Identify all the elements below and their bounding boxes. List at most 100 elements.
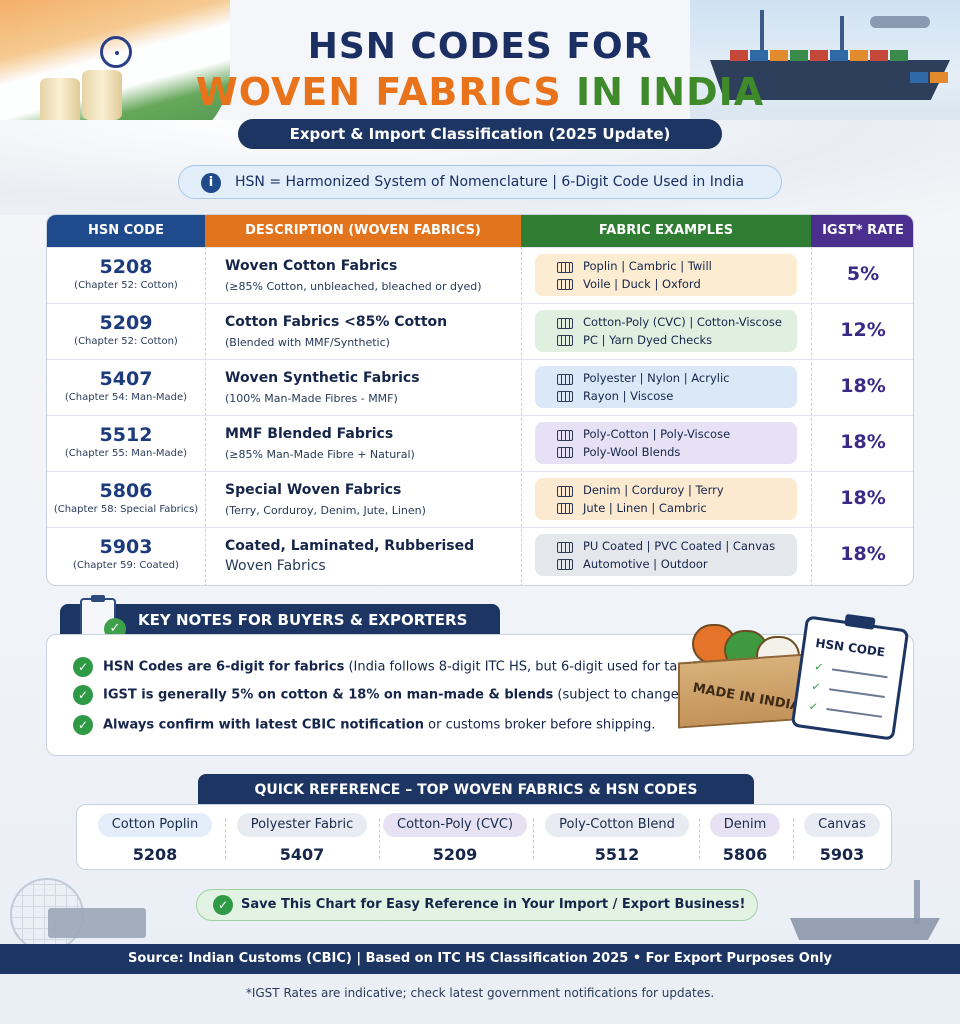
examples-box: PU Coated | PVC Coated | Canvas Automoti… — [535, 534, 797, 576]
note-rest: (subject to change) — [553, 687, 684, 703]
quick-item-code: 5903 — [819, 845, 865, 864]
note-rest: or customs broker before shipping. — [424, 717, 656, 733]
examples-box: Poplin | Cambric | Twill Voile | Duck | … — [535, 254, 797, 296]
hsn-code: 5407 — [99, 368, 153, 390]
description-title: Cotton Fabrics <85% Cotton — [225, 314, 448, 330]
quick-item: Polyester Fabric 5407 — [231, 813, 373, 864]
check-icon: ✓ — [73, 715, 93, 735]
examples-line: Poly-Cotton | Poly-Viscose — [583, 427, 731, 441]
container-icon — [770, 50, 788, 61]
save-banner-text: Save This Chart for Easy Reference in Yo… — [241, 897, 746, 912]
chapter-label: (Chapter 54: Man-Made) — [64, 392, 188, 403]
header-hsn-code: HSN CODE — [47, 215, 205, 247]
notes-title: KEY NOTES FOR BUYERS & EXPORTERS — [60, 604, 500, 636]
fabric-icon — [557, 374, 573, 385]
airplane-icon — [870, 16, 930, 28]
note-bold: Always confirm with latest CBIC notifica… — [103, 717, 425, 733]
container-icon — [910, 72, 928, 83]
column-divider — [811, 247, 812, 585]
chapter-label: (Chapter 58: Special Fabrics) — [53, 504, 199, 515]
subtitle-pill: Export & Import Classification (2025 Upd… — [238, 119, 722, 149]
check-icon: ✓ — [73, 685, 93, 705]
container-icon — [830, 50, 848, 61]
quick-reference-panel: Cotton Poplin 5208 Polyester Fabric 5407… — [76, 804, 892, 870]
fabric-icon — [557, 335, 573, 346]
examples-box: Poly-Cotton | Poly-Viscose Poly-Wool Ble… — [535, 422, 797, 464]
examples-line: Automotive | Outdoor — [583, 557, 708, 571]
table-row: 5512 (Chapter 55: Man-Made) MMF Blended … — [47, 415, 913, 471]
igst-rate: 18% — [840, 543, 886, 565]
check-icon: ✓ — [808, 700, 883, 722]
container-icon — [790, 50, 808, 61]
divider — [533, 819, 534, 859]
quick-item-code: 5407 — [279, 845, 325, 864]
igst-rate: 18% — [840, 375, 886, 397]
examples-line: PC | Yarn Dyed Checks — [583, 333, 713, 347]
description-title: Coated, Laminated, Rubberised — [225, 538, 475, 554]
description-sub: Woven Fabrics — [225, 558, 326, 574]
page-title-line2: WOVEN FABRICS IN INDIA — [0, 70, 960, 114]
examples-box: Polyester | Nylon | Acrylic Rayon | Visc… — [535, 366, 797, 408]
table-row: 5903 (Chapter 59: Coated) Coated, Lamina… — [47, 527, 913, 583]
quick-item-name: Denim — [709, 813, 781, 837]
examples-box: Cotton-Poly (CVC) | Cotton-Viscose PC | … — [535, 310, 797, 352]
quick-item-code: 5208 — [132, 845, 178, 864]
fabric-icon — [557, 279, 573, 290]
description-title: Woven Cotton Fabrics — [225, 258, 398, 274]
title-in-india: IN INDIA — [575, 70, 765, 114]
disclaimer: *IGST Rates are indicative; check latest… — [245, 986, 715, 1000]
yarn-spool-icon — [82, 70, 122, 120]
container-icon — [850, 50, 868, 61]
container-icon — [810, 50, 828, 61]
igst-rate: 18% — [840, 487, 886, 509]
info-banner: i HSN = Harmonized System of Nomenclatur… — [178, 165, 782, 199]
description-sub: (≥85% Man-Made Fibre + Natural) — [225, 448, 415, 461]
table-row: 5407 (Chapter 54: Man-Made) Woven Synthe… — [47, 359, 913, 415]
examples-line: PU Coated | PVC Coated | Canvas — [583, 539, 776, 553]
container-icon — [890, 50, 908, 61]
description-title: Woven Synthetic Fabrics — [225, 370, 420, 386]
fabric-icon — [557, 542, 573, 553]
table-row: 5208 (Chapter 52: Cotton) Woven Cotton F… — [47, 247, 913, 303]
note-item: ✓ HSN Codes are 6-digit for fabrics (Indi… — [73, 657, 723, 677]
title-woven-fabrics: WOVEN FABRICS — [195, 70, 562, 114]
quick-item: Poly-Cotton Blend 5512 — [539, 813, 695, 864]
divider — [225, 819, 226, 859]
fabric-icon — [557, 486, 573, 497]
description-title: Special Woven Fabrics — [225, 482, 402, 498]
info-text: HSN = Harmonized System of Nomenclature … — [235, 174, 745, 190]
description-title: MMF Blended Fabrics — [225, 426, 394, 442]
hsn-table: HSN CODE DESCRIPTION (WOVEN FABRICS) FAB… — [46, 214, 914, 586]
check-icon: ✓ — [213, 895, 233, 915]
note-rest: (India follows 8-digit ITC HS, but 6-dig… — [344, 659, 723, 675]
cargo-port-image — [690, 0, 960, 125]
examples-line: Denim | Corduroy | Terry — [583, 483, 724, 497]
quick-item: Cotton Poplin 5208 — [93, 813, 217, 864]
quick-item: Cotton-Poly (CVC) 5209 — [383, 813, 528, 864]
fabric-icon — [557, 262, 573, 273]
fabric-icon — [557, 559, 573, 570]
column-divider — [205, 247, 206, 585]
table-row: 5806 (Chapter 58: Special Fabrics) Speci… — [47, 471, 913, 527]
examples-line: Cotton-Poly (CVC) | Cotton-Viscose — [583, 315, 782, 329]
examples-line: Jute | Linen | Cambric — [583, 501, 707, 515]
quick-item-name: Cotton-Poly (CVC) — [383, 813, 528, 837]
chapter-label: (Chapter 52: Cotton) — [74, 280, 178, 291]
header-igst-rate: IGST* RATE — [811, 215, 913, 247]
divider — [793, 819, 794, 859]
check-icon: ✓ — [73, 657, 93, 677]
examples-box: Denim | Corduroy | Terry Jute | Linen | … — [535, 478, 797, 520]
save-banner: ✓ Save This Chart for Easy Reference in … — [196, 889, 758, 921]
container-icon — [750, 50, 768, 61]
divider — [699, 819, 700, 859]
fabric-icon — [557, 503, 573, 514]
examples-line: Poly-Wool Blends — [583, 445, 681, 459]
quick-item: Denim 5806 — [703, 813, 787, 864]
igst-rate: 5% — [846, 263, 880, 285]
chapter-label: (Chapter 55: Man-Made) — [64, 448, 188, 459]
description-sub: (Blended with MMF/Synthetic) — [225, 336, 390, 349]
page-title-line1: HSN CODES FOR — [307, 26, 653, 67]
quick-item-code: 5512 — [594, 845, 640, 864]
quick-item-name: Polyester Fabric — [236, 813, 368, 837]
hsn-clipboard-icon: HSN CODE ✓ ✓ ✓ — [790, 615, 910, 741]
